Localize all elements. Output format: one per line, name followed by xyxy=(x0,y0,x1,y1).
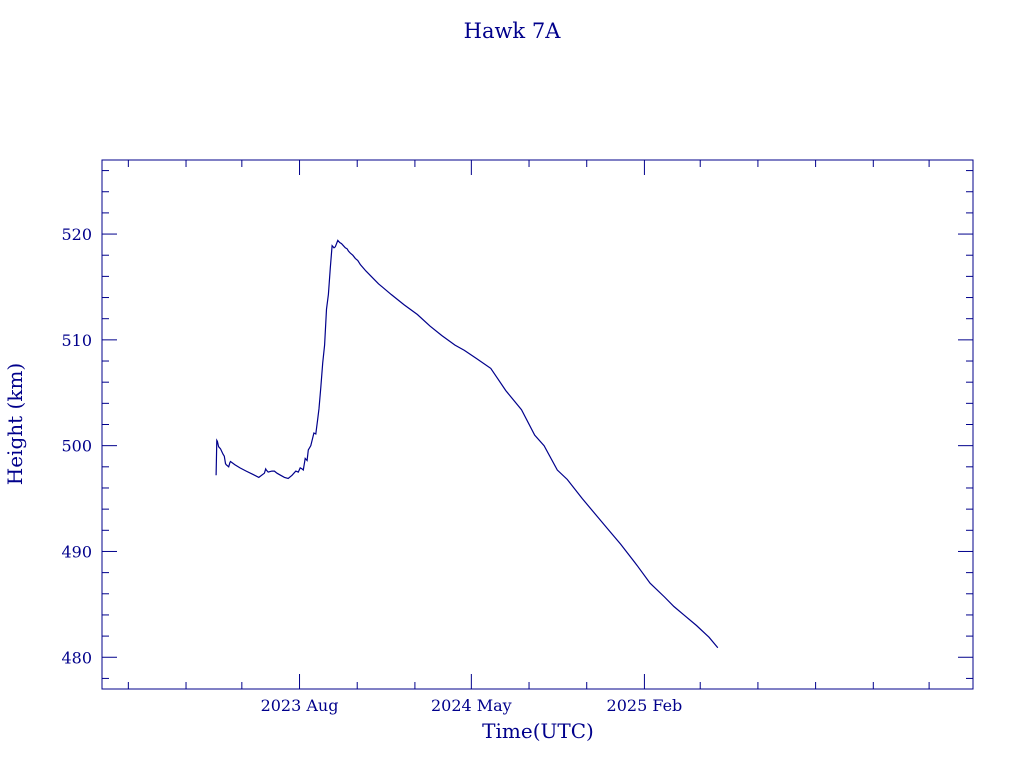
x-tick-label: 2025 Feb xyxy=(607,696,683,715)
y-axis-title: Height (km) xyxy=(3,363,27,485)
y-axis-tick-labels: 480 490 500 510 520 xyxy=(61,225,92,667)
x-tick-label: 2023 Aug xyxy=(261,696,339,715)
plot-frame xyxy=(101,159,974,690)
y-axis-ticks xyxy=(102,170,973,679)
y-tick-label: 510 xyxy=(61,331,92,350)
x-axis-tick-labels: 2023 Aug 2024 May 2025 Feb xyxy=(261,696,683,715)
x-tick-label: 2024 May xyxy=(431,696,512,715)
x-axis-ticks xyxy=(127,160,930,689)
height-series-line xyxy=(215,239,719,649)
y-tick-label: 520 xyxy=(61,225,92,244)
x-axis-title: Time(UTC) xyxy=(482,719,594,743)
y-tick-label: 480 xyxy=(61,648,92,667)
chart-title: Hawk 7A xyxy=(464,19,562,43)
y-tick-label: 490 xyxy=(61,542,92,561)
y-tick-label: 500 xyxy=(61,437,92,456)
